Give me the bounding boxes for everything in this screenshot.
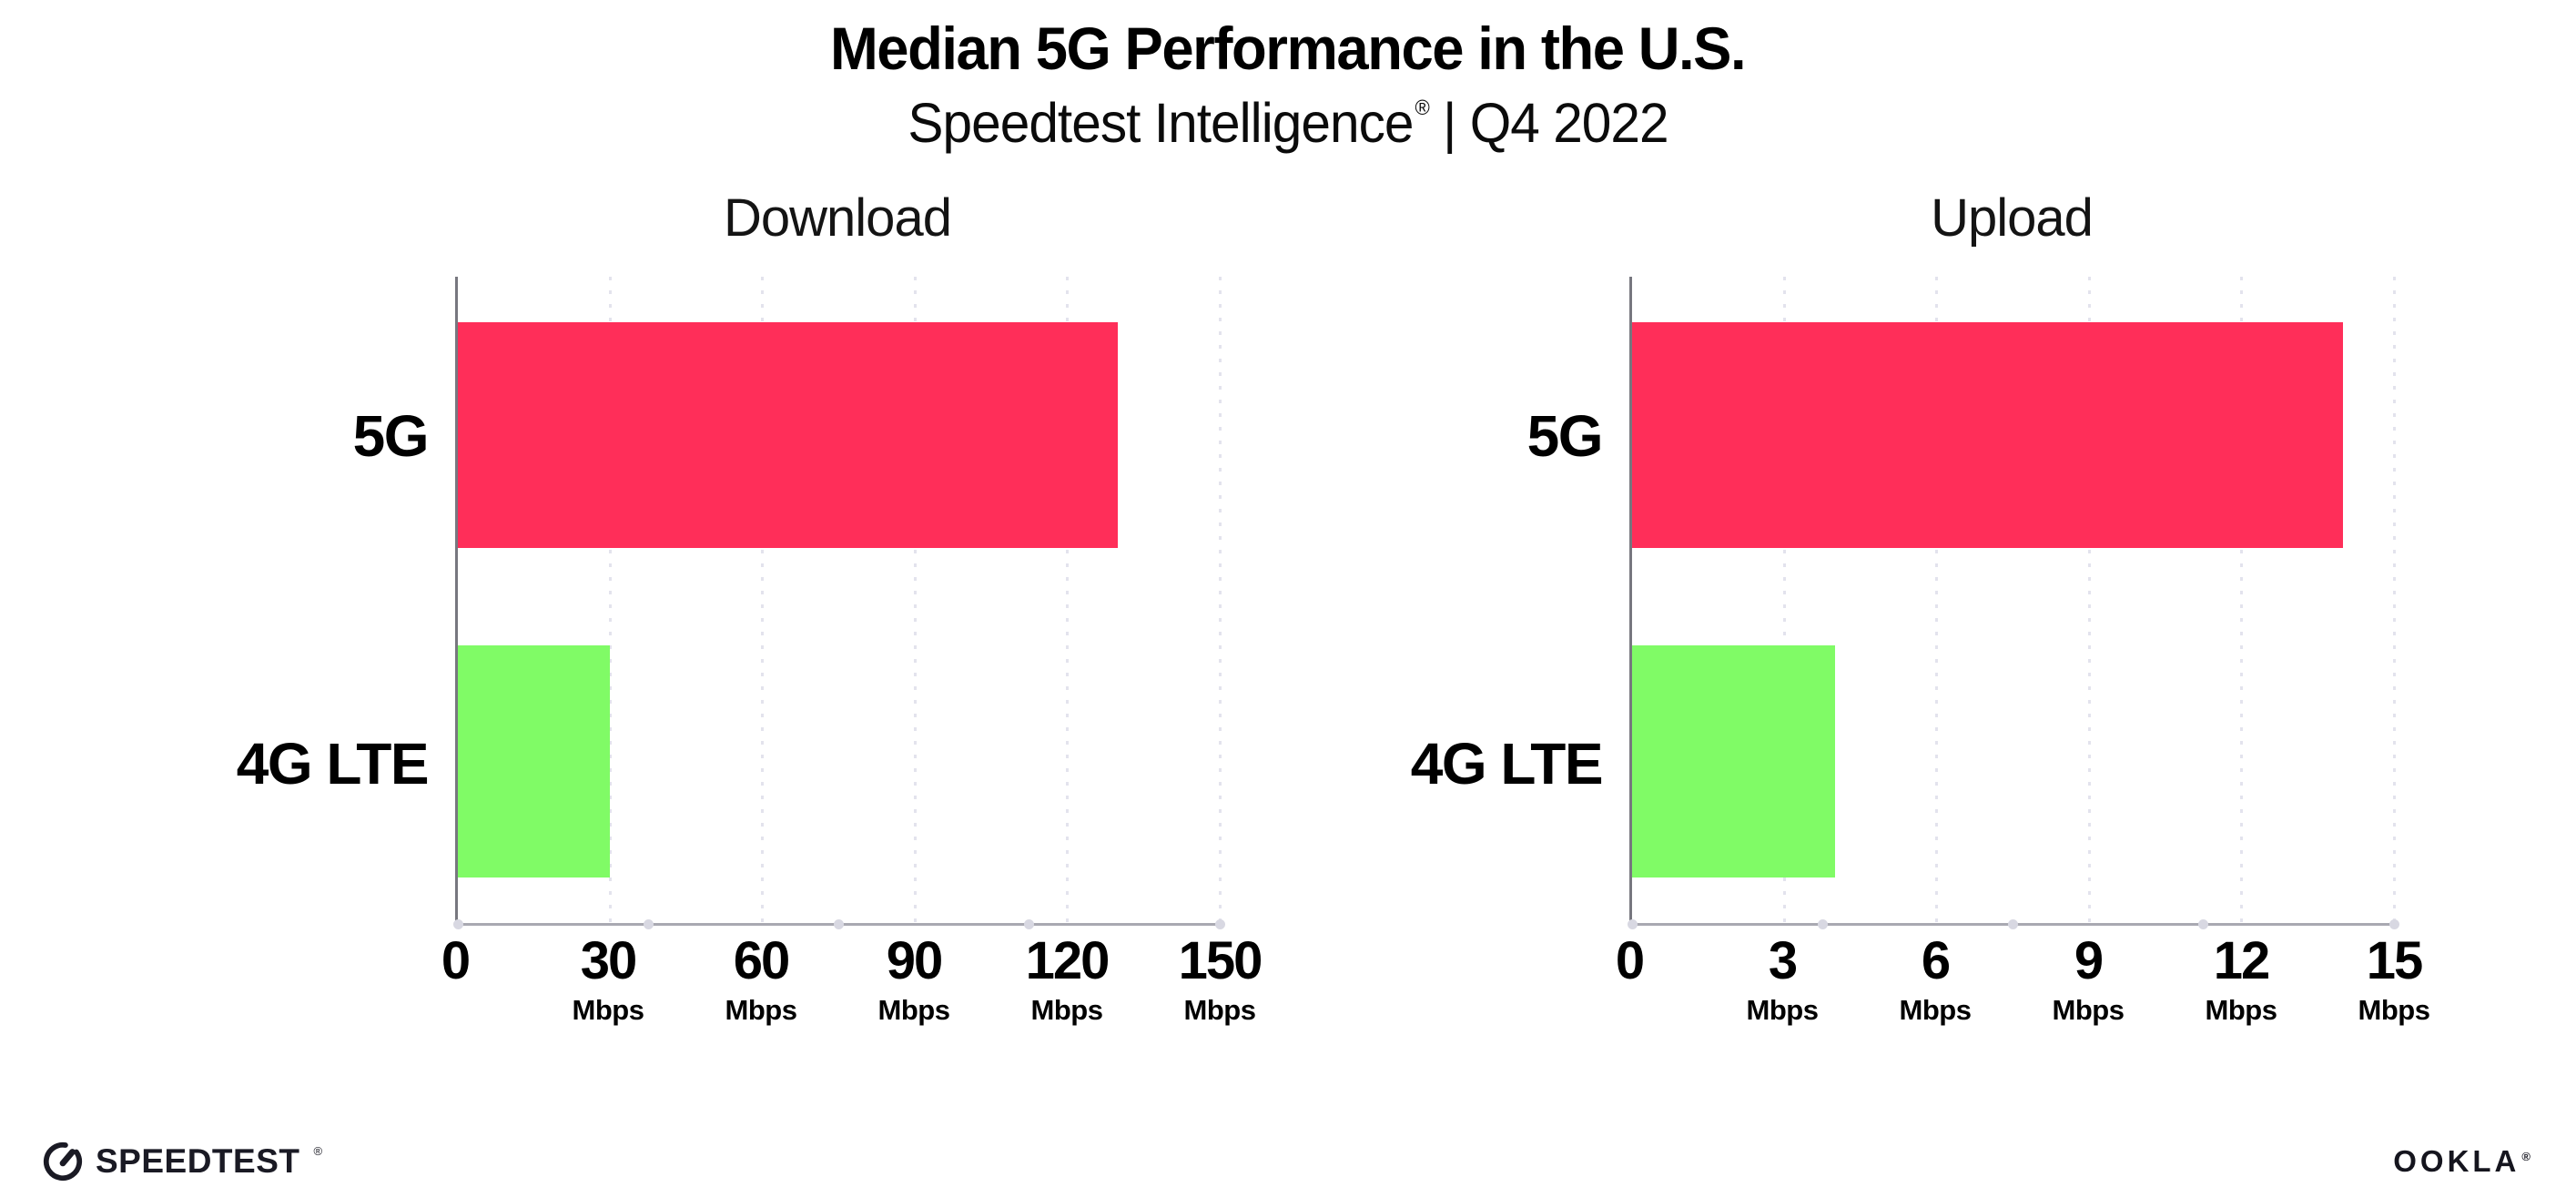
x-tick-label: 30 (580, 930, 638, 990)
axis-tick-dot (834, 918, 844, 929)
download-x-axis: 0 30 Mbps 60 Mbps 90 Mbps 120 Mbps 150 Mbps (441, 926, 1263, 1062)
x-tick-label: 3 (1768, 930, 1798, 990)
x-tick-unit: Mbps (2052, 993, 2125, 1026)
x-tick-label: 150 (1178, 930, 1263, 990)
header: Median 5G Performance in the U.S. Speedt… (0, 0, 2576, 155)
x-tick-unit: Mbps (1183, 993, 1256, 1026)
upload-chart-title: Upload (1931, 188, 2094, 248)
page-title-text: Median 5G Performance in the U.S. (830, 15, 1747, 82)
gridline (608, 276, 612, 923)
speedtest-logo: SPEEDTEST ® (42, 1141, 322, 1182)
gridline (761, 276, 765, 923)
footer: SPEEDTEST ® OOKLA ® (0, 1141, 2576, 1182)
x-tick-unit: Mbps (2358, 993, 2430, 1026)
gridline (1935, 276, 1939, 923)
bar-5g (458, 321, 1119, 549)
subtitle-brand: Speedtest Intelligence (908, 91, 1414, 154)
axis-tick-dot (2388, 918, 2399, 929)
upload-chart: Upload 5G 4G LTE 0 3 Mbps 6 Mbps 9 Mbps 12 Mbps 15… (1356, 188, 2430, 1062)
x-tick: 9 Mbps (2052, 930, 2125, 1027)
download-category-labels: 5G 4G LTE (182, 277, 455, 926)
page-subtitle: Speedtest Intelligence® | Q4 2022 (0, 91, 2576, 155)
x-tick-unit: Mbps (1899, 993, 1972, 1026)
axis-tick-dot (2198, 918, 2209, 929)
x-tick: 0 (1615, 930, 1645, 990)
gridline (1066, 276, 1070, 923)
axis-tick-dot (452, 918, 463, 929)
download-chart: Download 5G 4G LTE 0 30 Mbps 60 Mbps 90 Mbps 120… (182, 188, 1263, 1062)
ookla-logo: OOKLA ® (2393, 1144, 2534, 1179)
axis-tick-dot (1627, 918, 1638, 929)
subtitle-period: | Q4 2022 (1443, 91, 1668, 154)
axis-tick-dot (643, 918, 654, 929)
gridline (2087, 276, 2091, 923)
upload-x-axis: 0 3 Mbps 6 Mbps 9 Mbps 12 Mbps 15 Mbps (1616, 926, 2430, 1062)
x-tick-label: 9 (2074, 930, 2104, 990)
x-tick: 3 Mbps (1746, 930, 1819, 1027)
x-tick: 120 Mbps (1025, 930, 1111, 1027)
x-tick-unit: Mbps (2205, 993, 2277, 1026)
x-tick: 0 (441, 930, 471, 990)
page-title: Median 5G Performance in the U.S. (0, 15, 2576, 84)
axis-tick-dot (1817, 918, 1828, 929)
x-tick: 150 Mbps (1178, 930, 1263, 1027)
bar-5g (1632, 321, 2344, 549)
x-tick-label: 15 (2366, 930, 2424, 990)
x-tick: 30 Mbps (572, 930, 644, 1027)
x-tick-label: 6 (1921, 930, 1951, 990)
x-tick-label: 60 (733, 930, 791, 990)
upload-plot-area (1627, 276, 2399, 929)
category-label-5g: 5G (352, 402, 430, 469)
gridline (2392, 276, 2396, 923)
registered-trademark-icon: ® (1415, 95, 1429, 119)
charts-row: Download 5G 4G LTE 0 30 Mbps 60 Mbps 90 Mbps 120… (0, 188, 2576, 1062)
x-tick: 12 Mbps (2205, 930, 2277, 1027)
x-tick: 6 Mbps (1899, 930, 1972, 1027)
page-subtitle-text: Speedtest Intelligence® | Q4 2022 (908, 91, 1668, 155)
gridline (1782, 276, 1786, 923)
category-label-5g: 5G (1526, 402, 1604, 469)
category-label-4g-lte: 4G LTE (1410, 730, 1604, 796)
x-tick-label: 120 (1025, 930, 1111, 990)
x-tick-label: 0 (1615, 930, 1645, 990)
x-tick-label: 90 (886, 930, 944, 990)
x-tick-unit: Mbps (725, 993, 797, 1026)
bar-4g-lte (1632, 644, 1836, 878)
gridline (2240, 276, 2244, 923)
ookla-wordmark: OOKLA (2393, 1144, 2520, 1178)
download-plot-area (452, 276, 1225, 929)
axis-tick-dot (1024, 918, 1035, 929)
speedtest-wordmark: SPEEDTEST (96, 1142, 300, 1180)
x-tick-unit: Mbps (1746, 993, 1819, 1026)
x-tick-unit: Mbps (1030, 993, 1103, 1026)
bar-4g-lte (458, 644, 611, 878)
x-tick: 90 Mbps (877, 930, 950, 1027)
speedtest-gauge-icon (43, 1141, 83, 1182)
axis-tick-dot (1214, 918, 1225, 929)
x-tick-label: 0 (441, 930, 471, 990)
gridline (1218, 276, 1222, 923)
axis-tick-dot (2008, 918, 2018, 929)
x-tick: 15 Mbps (2358, 930, 2430, 1027)
x-tick-label: 12 (2213, 930, 2271, 990)
speedtest-registered-icon: ® (313, 1143, 323, 1158)
x-tick: 60 Mbps (725, 930, 797, 1027)
category-label-4g-lte: 4G LTE (236, 730, 430, 796)
upload-category-labels: 5G 4G LTE (1356, 277, 1629, 926)
ookla-registered-icon: ® (2521, 1150, 2534, 1163)
x-tick-unit: Mbps (572, 993, 644, 1026)
download-chart-title: Download (724, 188, 952, 248)
x-tick-unit: Mbps (877, 993, 950, 1026)
gridline (913, 276, 917, 923)
